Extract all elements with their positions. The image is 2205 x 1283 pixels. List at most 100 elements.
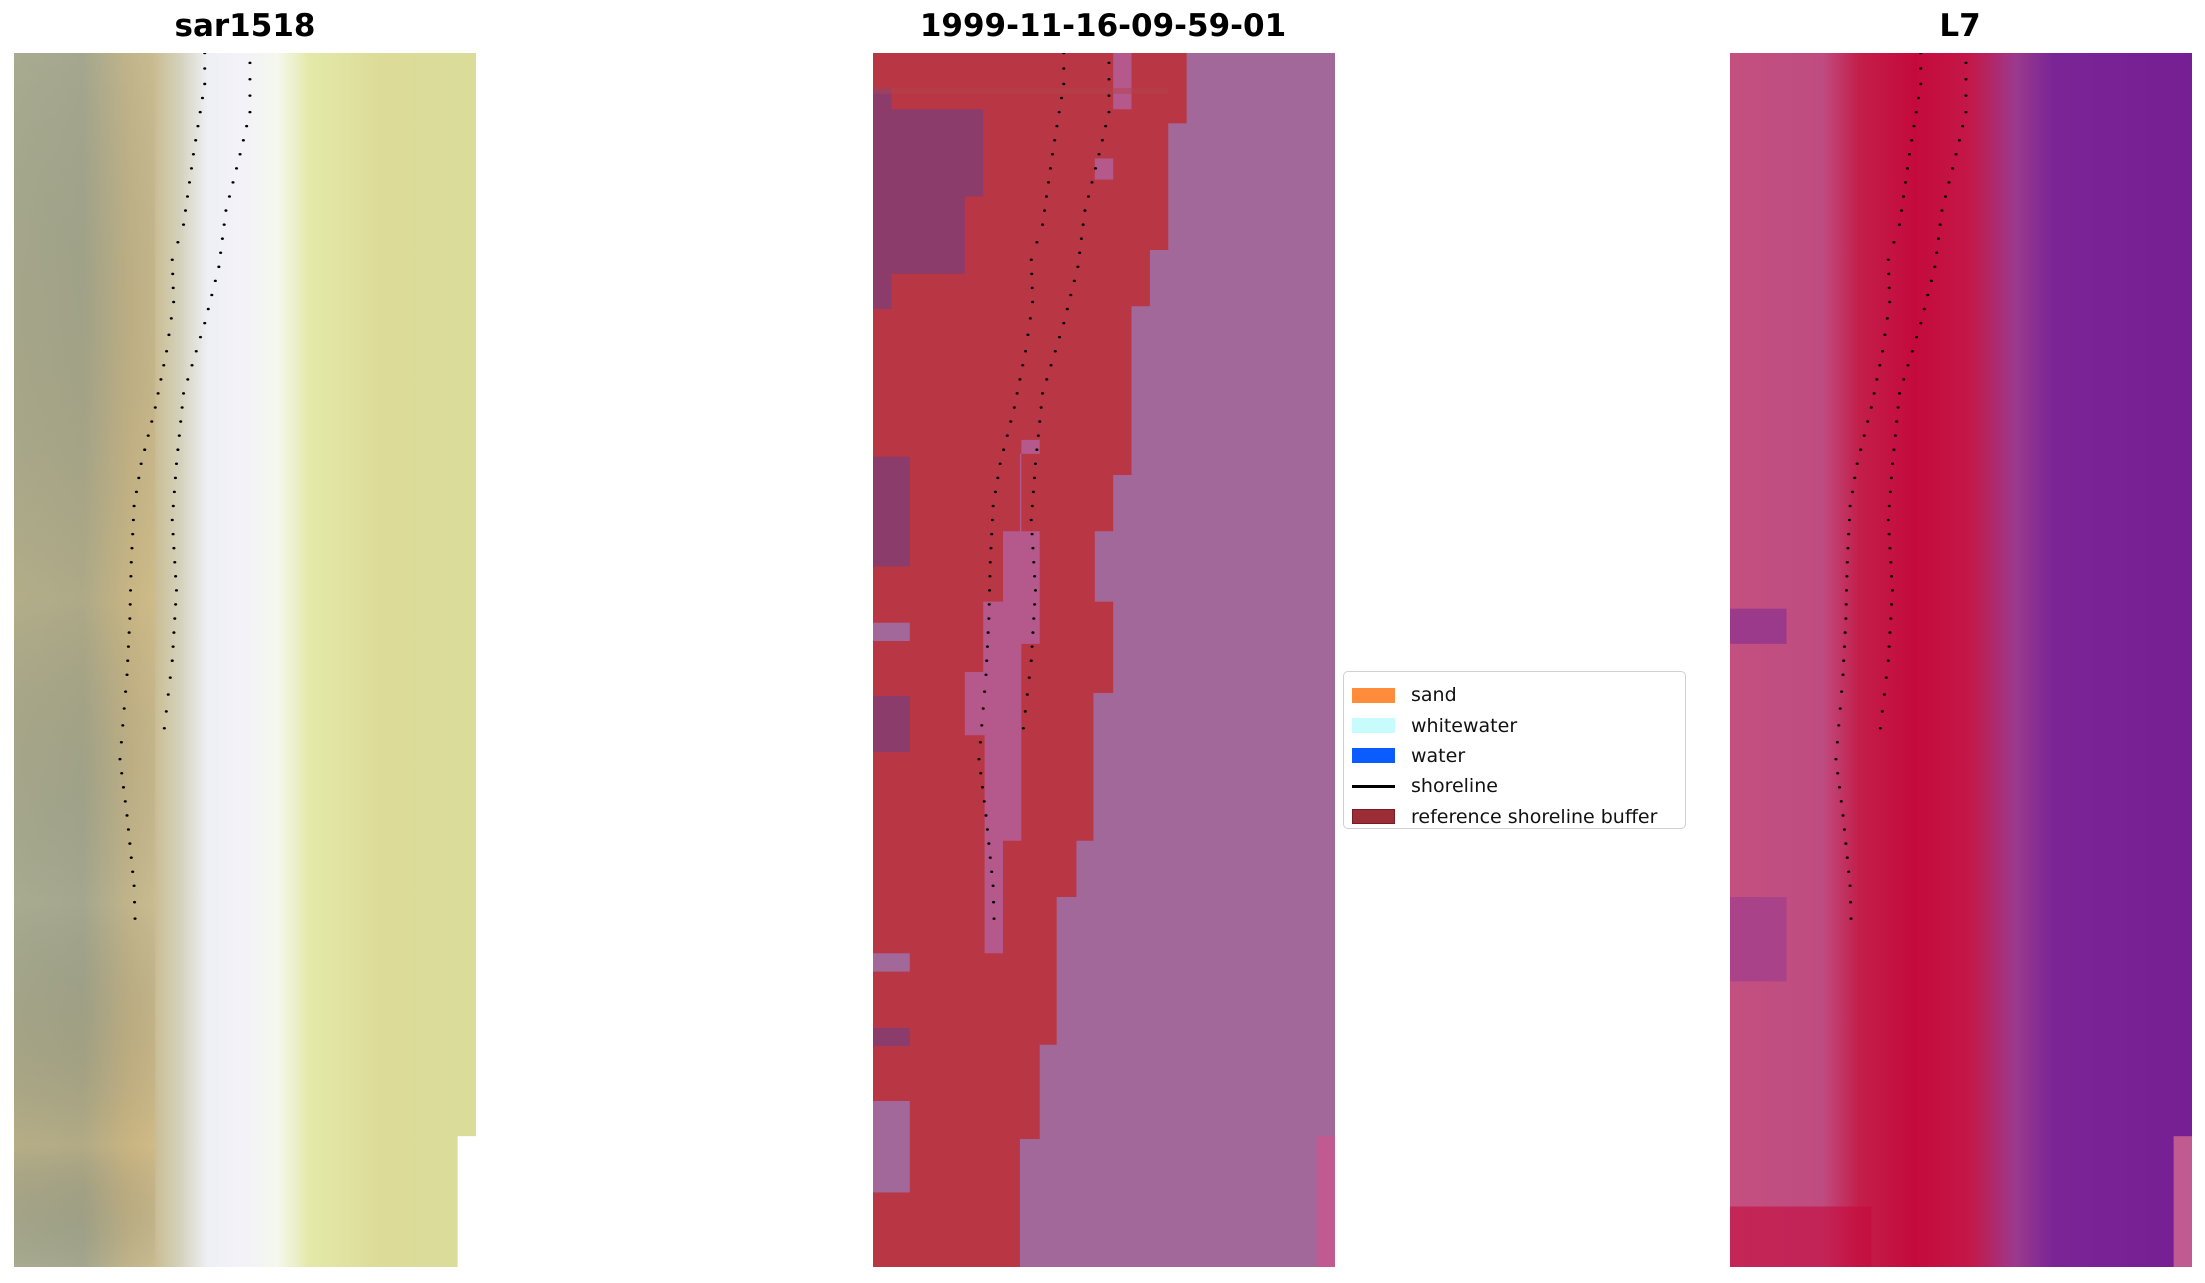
shoreline-point (983, 690, 987, 693)
shoreline-point (118, 757, 122, 761)
shoreline-point (187, 181, 192, 184)
shoreline-point (133, 900, 137, 904)
shoreline-point (1032, 617, 1036, 620)
shoreline-point (1866, 420, 1870, 423)
shoreline-point (1849, 900, 1853, 904)
legend-label: shoreline (1411, 775, 1498, 798)
shoreline-point (194, 138, 198, 142)
shoreline-point (1964, 110, 1968, 114)
shoreline-point (1890, 589, 1895, 592)
shoreline-point (1888, 631, 1892, 634)
legend-item-water: water (1352, 741, 1685, 771)
shoreline-point (985, 659, 989, 662)
shoreline-point (1847, 532, 1851, 536)
shoreline-point (167, 333, 171, 337)
shoreline-point (1859, 448, 1863, 451)
shoreline-point (1919, 53, 1923, 55)
shoreline-point (1842, 645, 1846, 648)
shoreline-point (217, 265, 221, 269)
shoreline-point (172, 490, 176, 494)
shoreline-point (1838, 707, 1842, 710)
shoreline-point (1053, 349, 1057, 353)
shoreline-point (1029, 659, 1033, 662)
shoreline-point (1062, 67, 1066, 70)
classified-image-panel (873, 53, 1335, 1267)
shoreline-point (137, 476, 141, 480)
panel-title-satellite: L7 (1939, 8, 1981, 44)
shoreline-point (203, 53, 207, 55)
shoreline-point (172, 631, 176, 634)
legend-line-shoreline (1352, 784, 1395, 788)
legend-swatch-water (1352, 748, 1395, 764)
shoreline-point (198, 335, 203, 339)
shoreline-point (1038, 420, 1042, 423)
shoreline-point (174, 575, 178, 578)
shoreline-point (1862, 434, 1866, 437)
shoreline-point (1048, 167, 1053, 170)
shoreline-point (170, 518, 174, 522)
shoreline-point (993, 490, 998, 494)
shoreline-point (127, 631, 131, 634)
shoreline-point (1834, 757, 1838, 761)
shoreline-point (988, 856, 992, 859)
shoreline-point (1031, 490, 1035, 494)
shoreline-point (172, 546, 176, 550)
shoreline-point (1076, 265, 1080, 269)
shoreline-point (1100, 138, 1104, 142)
shoreline-point (1057, 335, 1062, 339)
rgb-image (14, 53, 476, 1267)
shoreline-point (987, 603, 991, 606)
shoreline-point (191, 153, 195, 156)
shoreline-point (174, 589, 179, 592)
shoreline-point (119, 741, 123, 744)
shoreline-point (1892, 448, 1896, 451)
shoreline-point (1886, 518, 1890, 522)
shoreline-point (1892, 240, 1896, 244)
shoreline-point (984, 673, 988, 677)
shoreline-point (1850, 490, 1855, 494)
shoreline-point (1030, 272, 1034, 276)
shoreline-point (120, 771, 124, 775)
shoreline-point (1888, 300, 1892, 304)
shoreline-point (124, 690, 128, 693)
shoreline-point (1878, 726, 1882, 730)
shoreline-point (248, 77, 252, 81)
shoreline-point (1044, 195, 1049, 198)
shoreline-point (980, 786, 985, 789)
shoreline-point (1896, 406, 1900, 409)
shoreline-point (129, 589, 133, 592)
shoreline-point (1907, 153, 1911, 156)
shoreline-point (984, 814, 988, 817)
shoreline-point (1888, 490, 1892, 494)
shoreline-point (1045, 378, 1049, 381)
shoreline-point (126, 659, 130, 662)
shoreline-point (1887, 286, 1891, 290)
shoreline-point (1889, 617, 1893, 620)
shoreline-point (1843, 631, 1847, 634)
shoreline-point (1031, 631, 1035, 634)
shoreline-point (123, 800, 127, 803)
shoreline-point (1884, 676, 1888, 679)
shoreline-point (1005, 434, 1009, 437)
shoreline-point (1846, 546, 1850, 550)
shoreline-point (185, 195, 190, 198)
legend-label: whitewater (1411, 714, 1518, 737)
shoreline-point (162, 726, 166, 730)
shoreline-point (1030, 532, 1034, 536)
shoreline-point (1012, 406, 1016, 409)
shoreline-point (985, 828, 989, 831)
shoreline-point (1869, 406, 1873, 409)
shoreline-point (1845, 589, 1849, 592)
shoreline-point (979, 771, 983, 775)
shoreline-point (981, 707, 985, 710)
shoreline-point (1039, 406, 1043, 409)
shoreline-point (991, 884, 995, 888)
shoreline-point (1897, 223, 1902, 226)
shoreline-point (162, 364, 166, 367)
shoreline-point (1033, 575, 1037, 578)
shoreline-point (1929, 279, 1933, 283)
shoreline-point (1029, 258, 1033, 262)
legend-item-whitewater: whitewater (1352, 710, 1685, 740)
shoreline-point (1933, 265, 1937, 269)
shoreline-point (1062, 82, 1066, 86)
